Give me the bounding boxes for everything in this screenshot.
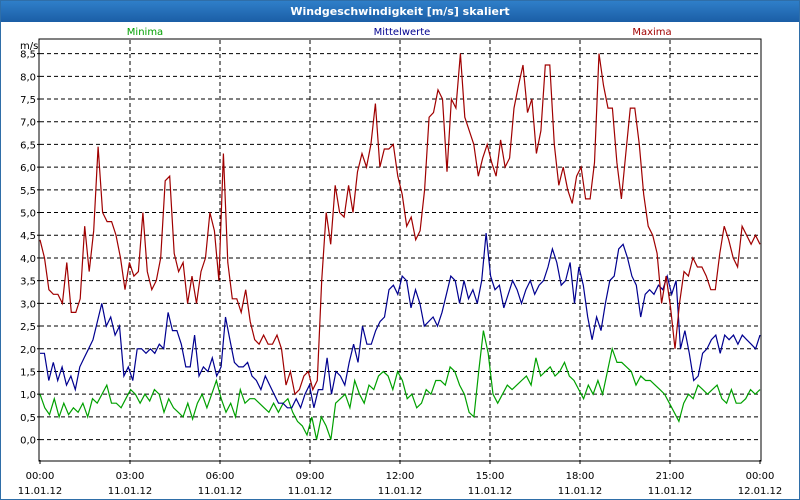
x-tick-date: 11.01.12 — [288, 486, 333, 497]
x-tick-date: 11.01.12 — [558, 486, 603, 497]
y-tick-label: 2,5 — [20, 322, 36, 333]
y-tick-label: 1,0 — [20, 390, 36, 401]
x-tick-date: 11.01.12 — [648, 486, 693, 497]
x-tick-time: 15:00 — [476, 471, 505, 482]
legend-minima: Minima — [127, 27, 163, 38]
x-tick-date: 12.01.12 — [738, 486, 783, 497]
x-tick-time: 00:00 — [746, 471, 775, 482]
x-tick-time: 21:00 — [656, 471, 685, 482]
series-line-maxima — [39, 53, 761, 396]
y-tick-label: 5,0 — [20, 209, 36, 220]
y-tick-label: 7,5 — [20, 95, 36, 106]
x-tick-time: 12:00 — [386, 471, 415, 482]
chart-title: Windgeschwindigkeit [m/s] skaliert — [1, 1, 799, 22]
y-tick-label: 8,5 — [20, 50, 36, 61]
series-line-mittelwerte — [40, 232, 761, 410]
x-tick-time: 18:00 — [566, 471, 595, 482]
x-tick-time: 06:00 — [206, 471, 235, 482]
y-tick-label: 7,0 — [20, 118, 36, 129]
x-tick-date: 11.01.12 — [108, 486, 153, 497]
y-tick-label: 6,5 — [20, 140, 36, 151]
series-line-minima — [39, 330, 761, 440]
y-axis-label: m/s — [20, 41, 38, 52]
x-tick-time: 09:00 — [296, 471, 325, 482]
x-tick-date: 11.01.12 — [378, 486, 423, 497]
y-tick-label: 6,0 — [20, 163, 36, 174]
x-tick-date: 11.01.12 — [468, 486, 513, 497]
x-tick-date: 11.01.12 — [18, 486, 63, 497]
y-tick-label: 1,5 — [20, 367, 36, 378]
y-tick-label: 0,0 — [20, 436, 36, 447]
legend-maxima: Maxima — [632, 27, 671, 38]
y-tick-label: 8,0 — [20, 72, 36, 83]
x-tick-time: 00:00 — [26, 471, 55, 482]
y-tick-label: 2,0 — [20, 345, 36, 356]
y-tick-label: 3,0 — [20, 299, 36, 310]
y-tick-label: 0,5 — [20, 413, 36, 424]
y-tick-label: 4,5 — [20, 231, 36, 242]
x-tick-date: 11.01.12 — [198, 486, 243, 497]
y-tick-label: 4,0 — [20, 254, 36, 265]
x-tick-time: 03:00 — [116, 471, 145, 482]
y-tick-label: 5,5 — [20, 186, 36, 197]
y-tick-label: 3,5 — [20, 277, 36, 288]
legend-mittelwerte: Mittelwerte — [374, 27, 431, 38]
